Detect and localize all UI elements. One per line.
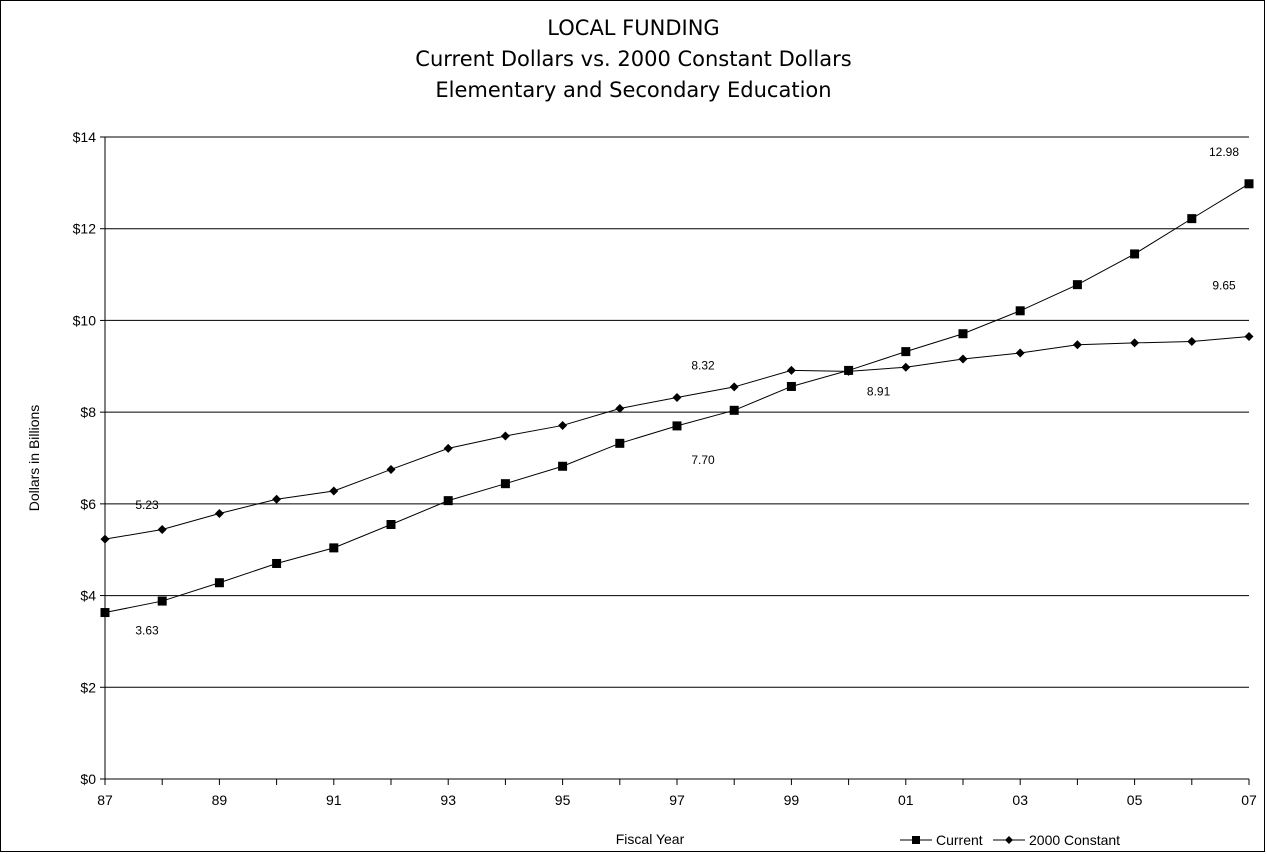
series-line-2000-constant xyxy=(104,335,1250,540)
data-point-current xyxy=(1187,214,1197,224)
y-tick-label: $6 xyxy=(80,496,96,512)
data-point-current xyxy=(901,347,911,357)
data-point-current xyxy=(1072,280,1082,290)
x-tick-label: 01 xyxy=(898,792,914,808)
data-point-2000-constant xyxy=(386,464,396,474)
data-point-current xyxy=(558,461,568,471)
data-label: 12.98 xyxy=(1209,145,1239,159)
data-point-2000-constant xyxy=(1187,337,1197,347)
data-point-2000-constant xyxy=(844,366,854,376)
data-label: 5.23 xyxy=(135,498,159,512)
data-label: 8.32 xyxy=(691,358,715,372)
axes: $0 $2 $4 $6 $8 $10 $12 $14 87 89 91 93 95 97 99 01 03 05 0… xyxy=(73,129,1257,808)
data-point-2000-constant xyxy=(214,508,224,518)
data-point-2000-constant xyxy=(272,494,282,504)
data-point-current xyxy=(272,558,282,568)
x-tick-label: 07 xyxy=(1241,792,1257,808)
x-tick-label: 95 xyxy=(555,792,571,808)
y-axis-title: Dollars in Billions xyxy=(26,405,42,512)
y-tick-label: $10 xyxy=(73,312,97,328)
data-labels: 5.23 3.63 8.32 7.70 8.91 12.98 9.65 xyxy=(135,145,1239,638)
data-point-2000-constant xyxy=(443,443,453,453)
x-tick-label: 89 xyxy=(212,792,228,808)
legend-marker-current xyxy=(912,836,920,844)
data-point-current xyxy=(729,405,739,415)
data-point-current xyxy=(386,519,396,529)
data-point-current xyxy=(1015,306,1025,316)
x-tick-label: 91 xyxy=(326,792,342,808)
y-tick-label: $2 xyxy=(80,679,96,695)
data-point-2000-constant xyxy=(1015,348,1025,358)
data-point-current xyxy=(958,329,968,339)
x-tick-label: 97 xyxy=(669,792,685,808)
y-tick-label: $8 xyxy=(80,404,96,420)
data-point-2000-constant xyxy=(157,525,167,535)
data-point-2000-constant xyxy=(729,382,739,392)
chart-title-line-2: Current Dollars vs. 2000 Constant Dollar… xyxy=(415,47,852,71)
chart-title-line-3: Elementary and Secondary Education xyxy=(435,78,832,102)
data-label: 8.91 xyxy=(867,384,891,398)
data-point-current xyxy=(500,479,510,489)
y-tick-label: $4 xyxy=(80,588,96,604)
x-tick-label: 03 xyxy=(1012,792,1028,808)
x-tick-label: 93 xyxy=(440,792,456,808)
x-axis-title: Fiscal Year xyxy=(616,831,685,847)
data-point-current xyxy=(329,543,339,553)
data-point-current xyxy=(615,438,625,448)
data-label: 3.63 xyxy=(135,624,159,638)
legend-label-2000-constant: 2000 Constant xyxy=(1029,832,1120,848)
data-point-2000-constant xyxy=(786,365,796,375)
data-point-current xyxy=(443,496,453,506)
y-tick-label: $14 xyxy=(73,129,97,145)
series-layer xyxy=(100,179,1254,618)
data-point-2000-constant xyxy=(329,486,339,496)
data-point-current xyxy=(157,596,167,606)
data-point-current xyxy=(100,608,110,618)
data-point-2000-constant xyxy=(958,354,968,364)
data-point-2000-constant xyxy=(100,534,110,544)
y-tick-label: $12 xyxy=(73,221,97,237)
data-point-2000-constant xyxy=(901,362,911,372)
legend-marker-2000-constant xyxy=(1005,836,1013,844)
data-point-2000-constant xyxy=(1244,331,1254,341)
y-tick-label: $0 xyxy=(80,771,96,787)
data-point-current xyxy=(1130,249,1140,259)
x-tick-label: 99 xyxy=(784,792,800,808)
data-label: 9.65 xyxy=(1212,278,1236,292)
legend-label-current: Current xyxy=(936,832,983,848)
legend: Current 2000 Constant xyxy=(900,832,1120,848)
data-point-2000-constant xyxy=(500,431,510,441)
x-tick-label: 87 xyxy=(97,792,113,808)
data-point-current xyxy=(786,381,796,391)
data-point-2000-constant xyxy=(615,403,625,413)
gridlines xyxy=(105,136,1249,688)
data-point-2000-constant xyxy=(1130,338,1140,348)
data-label: 7.70 xyxy=(691,453,715,467)
data-point-current xyxy=(672,421,682,431)
data-point-current xyxy=(1244,179,1254,189)
data-point-current xyxy=(214,578,224,588)
data-point-2000-constant xyxy=(672,392,682,402)
data-point-2000-constant xyxy=(558,420,568,430)
x-tick-label: 05 xyxy=(1127,792,1143,808)
data-point-2000-constant xyxy=(1072,340,1082,350)
chart-title-line-1: LOCAL FUNDING xyxy=(547,16,720,40)
